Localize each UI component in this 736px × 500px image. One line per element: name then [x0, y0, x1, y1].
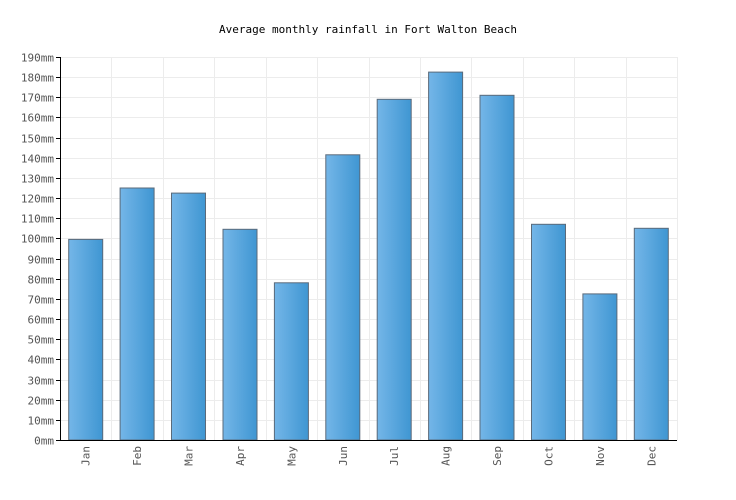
bar-nov — [582, 293, 618, 441]
y-tick-label: 70mm — [28, 294, 55, 307]
y-tick-label: 160mm — [21, 112, 54, 125]
x-tick-label: Dec — [645, 446, 658, 466]
bar-dec — [633, 227, 669, 441]
y-tick-labels: 0mm 10mm 20mm 30mm 40mm 50mm 60mm 70mm 80mm 90mm 1… — [21, 52, 54, 448]
bar-oct — [531, 223, 566, 441]
bar-jul — [376, 98, 412, 441]
bar-sep — [479, 94, 515, 441]
y-tick-label: 0mm — [34, 435, 54, 448]
bar-mar — [171, 192, 206, 441]
y-tick-label: 30mm — [28, 375, 55, 388]
bars — [68, 71, 669, 441]
y-tick-label: 40mm — [28, 354, 55, 367]
x-tick-label: May — [285, 446, 298, 466]
x-tick-label: Sep — [491, 446, 504, 466]
y-tick-label: 80mm — [28, 274, 55, 287]
y-tick-label: 10mm — [28, 415, 55, 428]
x-tick-label: Feb — [131, 446, 144, 466]
x-tick-label: Jan — [80, 446, 93, 466]
y-tick-label: 90mm — [28, 254, 55, 267]
bar-aug — [428, 71, 464, 441]
x-tick-label: Jun — [337, 446, 350, 466]
y-tick-label: 190mm — [21, 52, 54, 65]
axes — [56, 57, 677, 441]
bar-apr — [222, 228, 258, 441]
bar-jun — [325, 154, 361, 441]
y-tick-label: 150mm — [21, 133, 54, 146]
y-tick-label: 120mm — [21, 193, 54, 206]
y-tick-label: 60mm — [28, 314, 55, 327]
x-tick-label: Mar — [183, 446, 196, 466]
chart-title: Average monthly rainfall in Fort Walton … — [219, 23, 517, 36]
x-tick-label: Nov — [594, 446, 607, 466]
x-tick-label: Jul — [388, 446, 401, 466]
y-tick-label: 110mm — [21, 213, 54, 226]
y-tick-label: 100mm — [21, 233, 54, 246]
gridlines — [60, 57, 678, 441]
x-tick-label: Oct — [542, 446, 555, 466]
bar-may — [273, 282, 309, 441]
y-tick-label: 20mm — [28, 395, 55, 408]
bar-jan — [68, 238, 104, 441]
x-tick-label: Aug — [440, 446, 453, 466]
x-tick-label: Apr — [234, 446, 247, 466]
y-tick-label: 50mm — [28, 334, 55, 347]
bar-feb — [119, 187, 155, 441]
y-tick-label: 140mm — [21, 153, 54, 166]
y-tick-label: 130mm — [21, 173, 54, 186]
y-tick-label: 170mm — [21, 92, 54, 105]
y-tick-label: 180mm — [21, 72, 54, 85]
x-tick-labels: Jan Feb Mar Apr May Jun Jul Aug Sep Oct Nov Dec — [80, 446, 659, 466]
